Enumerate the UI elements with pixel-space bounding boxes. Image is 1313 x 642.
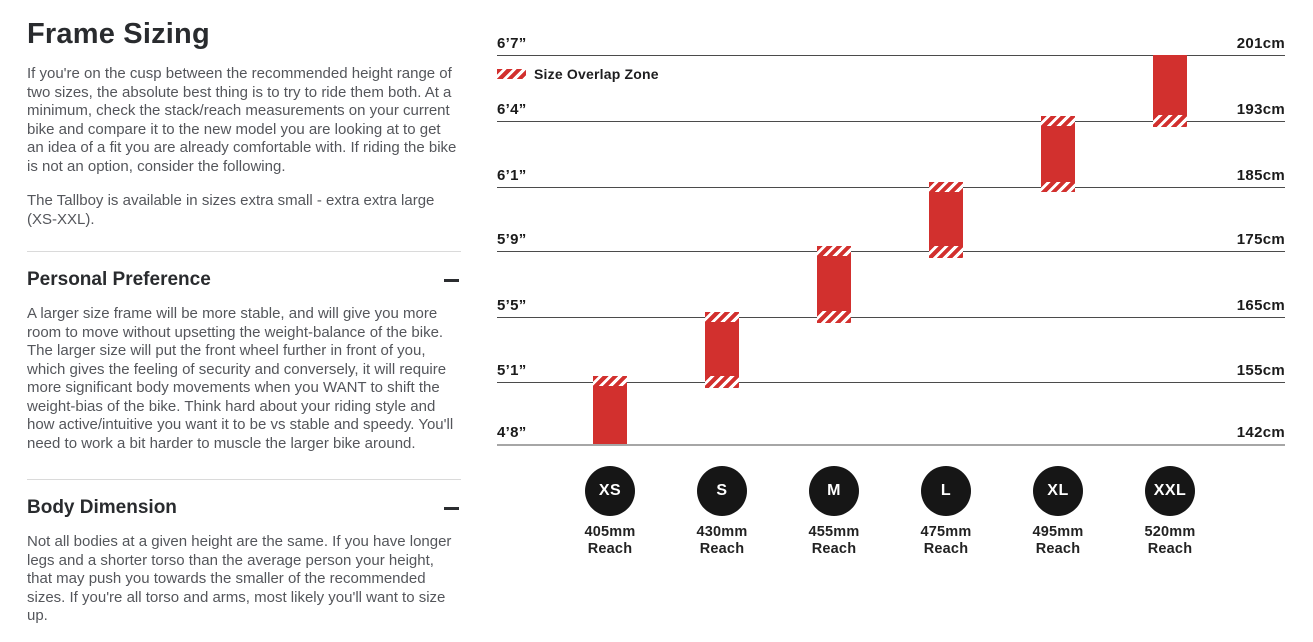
reach-label-l: 475mm Reach (901, 524, 991, 558)
height-label-imperial: 6’4” (497, 101, 527, 118)
height-gridline (497, 121, 1285, 122)
size-range-bar-xl (1041, 116, 1075, 192)
size-range-bar-l (929, 182, 963, 258)
size-circle-l: L (921, 466, 971, 516)
height-gridline (497, 55, 1285, 56)
reach-value: 405mm (584, 524, 636, 540)
reach-value: 475mm (920, 524, 972, 540)
overlap-zone-hatch-bottom (929, 246, 963, 258)
reach-suffix: Reach (811, 541, 857, 557)
minus-icon (444, 278, 459, 282)
overlap-zone-hatch-top (929, 182, 963, 192)
reach-suffix: Reach (1035, 541, 1081, 557)
size-range-bar-s (705, 312, 739, 388)
section-divider (27, 251, 461, 252)
reach-suffix: Reach (1147, 541, 1193, 557)
reach-label-xl: 495mm Reach (1013, 524, 1103, 558)
section-title-personal-preference: Personal Preference (27, 269, 211, 290)
reach-label-xxl: 520mm Reach (1125, 524, 1215, 558)
intro-paragraph-2: The Tallboy is available in sizes extra … (27, 192, 435, 228)
reach-suffix: Reach (923, 541, 969, 557)
overlap-zone-hatch-bottom (817, 311, 851, 323)
overlap-zone-hatch-top (705, 312, 739, 322)
overlap-zone-hatch-top (1041, 116, 1075, 126)
frame-sizing-page: Frame Sizing If you're on the cusp betwe… (27, 18, 1285, 624)
reach-label-m: 455mm Reach (789, 524, 879, 558)
reach-suffix: Reach (587, 541, 633, 557)
size-circle-xl: XL (1033, 466, 1083, 516)
reach-value: 455mm (808, 524, 860, 540)
height-label-imperial: 5’1” (497, 362, 527, 379)
section-title-body-dimension: Body Dimension (27, 497, 177, 518)
legend-label: Size Overlap Zone (534, 66, 659, 82)
size-range-bar-xs (593, 376, 627, 444)
height-label-metric: 201cm (1236, 35, 1285, 52)
height-label-metric: 165cm (1236, 297, 1285, 314)
section-divider (27, 479, 461, 480)
height-label-imperial: 6’1” (497, 167, 527, 184)
height-label-metric: 193cm (1236, 101, 1285, 118)
reach-value: 430mm (696, 524, 748, 540)
height-gridline (497, 444, 1285, 446)
reach-suffix: Reach (699, 541, 745, 557)
height-label-metric: 155cm (1236, 362, 1285, 379)
size-range-bar-xxl (1153, 55, 1187, 127)
height-label-metric: 175cm (1236, 231, 1285, 248)
collapse-toggle-button[interactable] (442, 273, 461, 288)
frame-size-chart: Size Overlap Zone 6’7” 201cm 6’4” 193cm 6’1”… (497, 35, 1285, 558)
height-gridline (497, 251, 1285, 252)
overlap-zone-hatch-top (593, 376, 627, 386)
collapse-toggle-button[interactable] (442, 501, 461, 516)
size-circle-m: M (809, 466, 859, 516)
size-circle-xs: XS (585, 466, 635, 516)
overlap-zone-swatch-icon (497, 69, 526, 79)
size-range-bar-m (817, 246, 851, 323)
height-label-imperial: 5’5” (497, 297, 527, 314)
minus-icon (444, 506, 459, 510)
height-label-metric: 142cm (1236, 424, 1285, 441)
overlap-zone-hatch-top (817, 246, 851, 256)
overlap-zone-hatch-bottom (1153, 115, 1187, 127)
article-column: Frame Sizing If you're on the cusp betwe… (27, 18, 461, 642)
section-header-body-dimension[interactable]: Body Dimension (27, 480, 461, 533)
height-label-imperial: 4’8” (497, 424, 527, 441)
height-gridline (497, 382, 1285, 383)
chart-legend: Size Overlap Zone (497, 66, 659, 82)
reach-value: 520mm (1144, 524, 1196, 540)
height-gridline (497, 187, 1285, 188)
size-circle-s: S (697, 466, 747, 516)
reach-label-xs: 405mm Reach (565, 524, 655, 558)
overlap-zone-hatch-bottom (705, 376, 739, 388)
height-label-imperial: 6’7” (497, 35, 527, 52)
intro-paragraph-1: If you're on the cusp between the recomm… (27, 65, 457, 175)
page-title: Frame Sizing (27, 18, 210, 50)
height-label-metric: 185cm (1236, 167, 1285, 184)
height-label-imperial: 5’9” (497, 231, 527, 248)
section-header-personal-preference[interactable]: Personal Preference (27, 252, 461, 305)
height-gridline (497, 317, 1285, 318)
reach-value: 495mm (1032, 524, 1084, 540)
size-circle-xxl: XXL (1145, 466, 1195, 516)
reach-label-s: 430mm Reach (677, 524, 767, 558)
section-body-personal-preference: A larger size frame will be more stable,… (27, 305, 454, 452)
overlap-zone-hatch-bottom (1041, 182, 1075, 192)
